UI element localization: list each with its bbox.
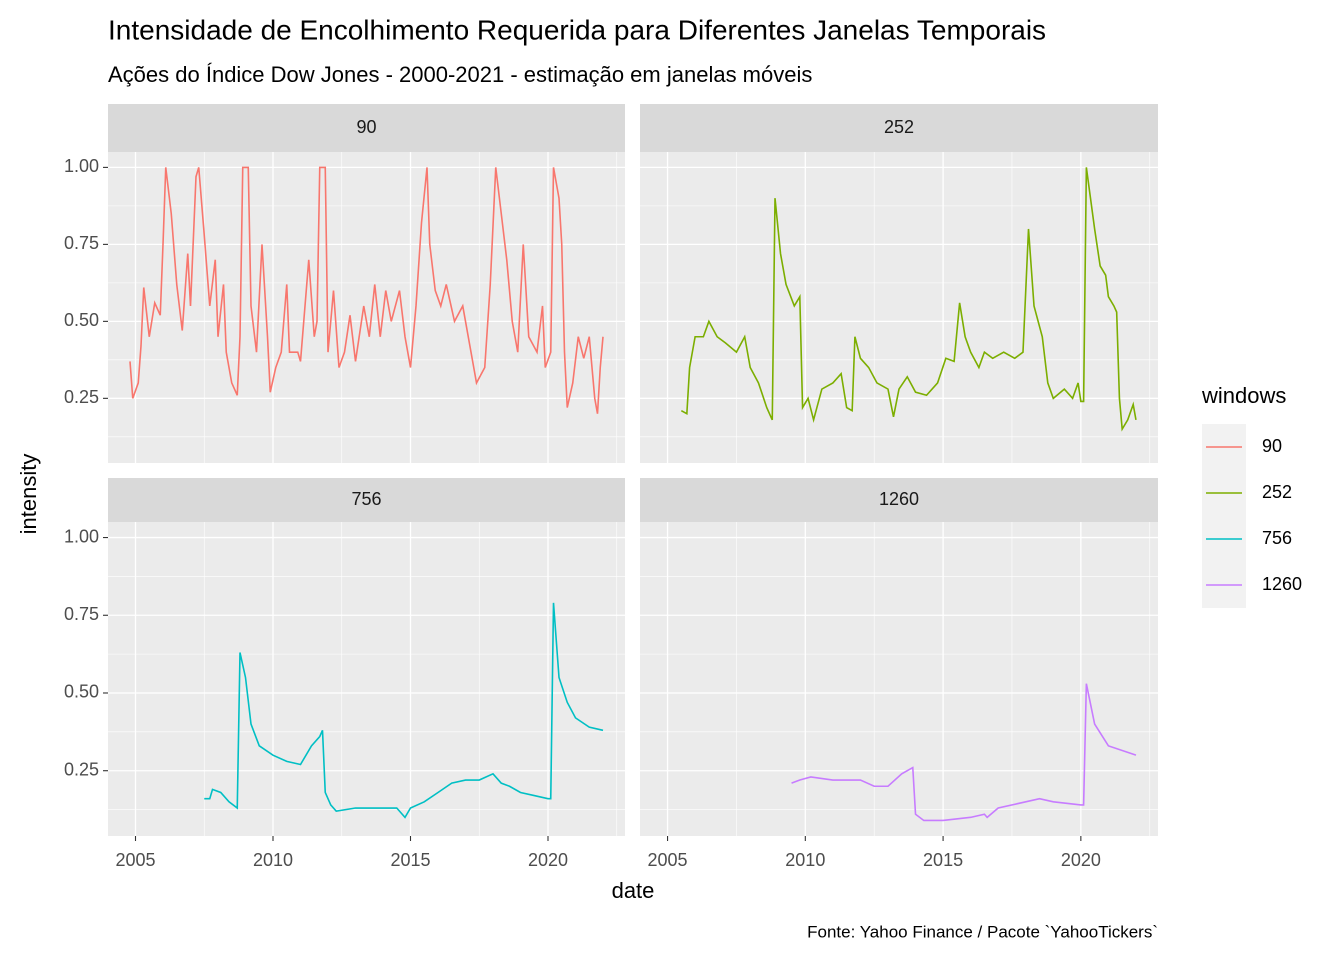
caption: Fonte: Yahoo Finance / Pacote `YahooTick… <box>807 922 1158 941</box>
y-axis-label: intensity <box>16 454 41 535</box>
x-tick-label: 2010 <box>253 850 293 870</box>
panel <box>108 522 625 836</box>
y-tick-label: 0.50 <box>64 682 99 702</box>
strip <box>108 104 625 152</box>
strip <box>640 104 1158 152</box>
chart-subtitle: Ações do Índice Dow Jones - 2000-2021 - … <box>108 62 812 87</box>
y-tick-label: 0.25 <box>64 387 99 407</box>
legend-label: 1260 <box>1262 574 1302 594</box>
y-tick-label: 1.00 <box>64 526 99 546</box>
y-tick-label: 0.75 <box>64 604 99 624</box>
legend-label: 756 <box>1262 528 1292 548</box>
strip-label: 756 <box>351 489 381 509</box>
legend-label: 90 <box>1262 436 1282 456</box>
x-tick-label: 2015 <box>390 850 430 870</box>
series-line <box>204 602 604 819</box>
y-tick-label: 1.00 <box>64 156 99 176</box>
series-line <box>129 166 604 414</box>
strip-label: 1260 <box>879 489 919 509</box>
chart-title: Intensidade de Encolhimento Requerida pa… <box>108 14 1046 45</box>
y-tick-label: 0.25 <box>64 759 99 779</box>
legend-title: windows <box>1201 383 1286 408</box>
legend-label: 252 <box>1262 482 1292 502</box>
y-tick-label: 0.75 <box>64 233 99 253</box>
series-line <box>680 167 1137 432</box>
strip-label: 252 <box>884 117 914 137</box>
x-tick-label: 2020 <box>1061 850 1101 870</box>
series-line <box>791 683 1137 822</box>
x-tick-label: 2010 <box>785 850 825 870</box>
x-tick-label: 2005 <box>648 850 688 870</box>
x-tick-label: 2020 <box>528 850 568 870</box>
strip-label: 90 <box>356 117 376 137</box>
y-tick-label: 0.50 <box>64 310 99 330</box>
x-axis-label: date <box>612 878 655 903</box>
strip <box>108 478 625 522</box>
strip <box>640 478 1158 522</box>
panel <box>640 152 1158 463</box>
panel <box>640 522 1158 836</box>
x-tick-label: 2005 <box>115 850 155 870</box>
x-tick-label: 2015 <box>923 850 963 870</box>
